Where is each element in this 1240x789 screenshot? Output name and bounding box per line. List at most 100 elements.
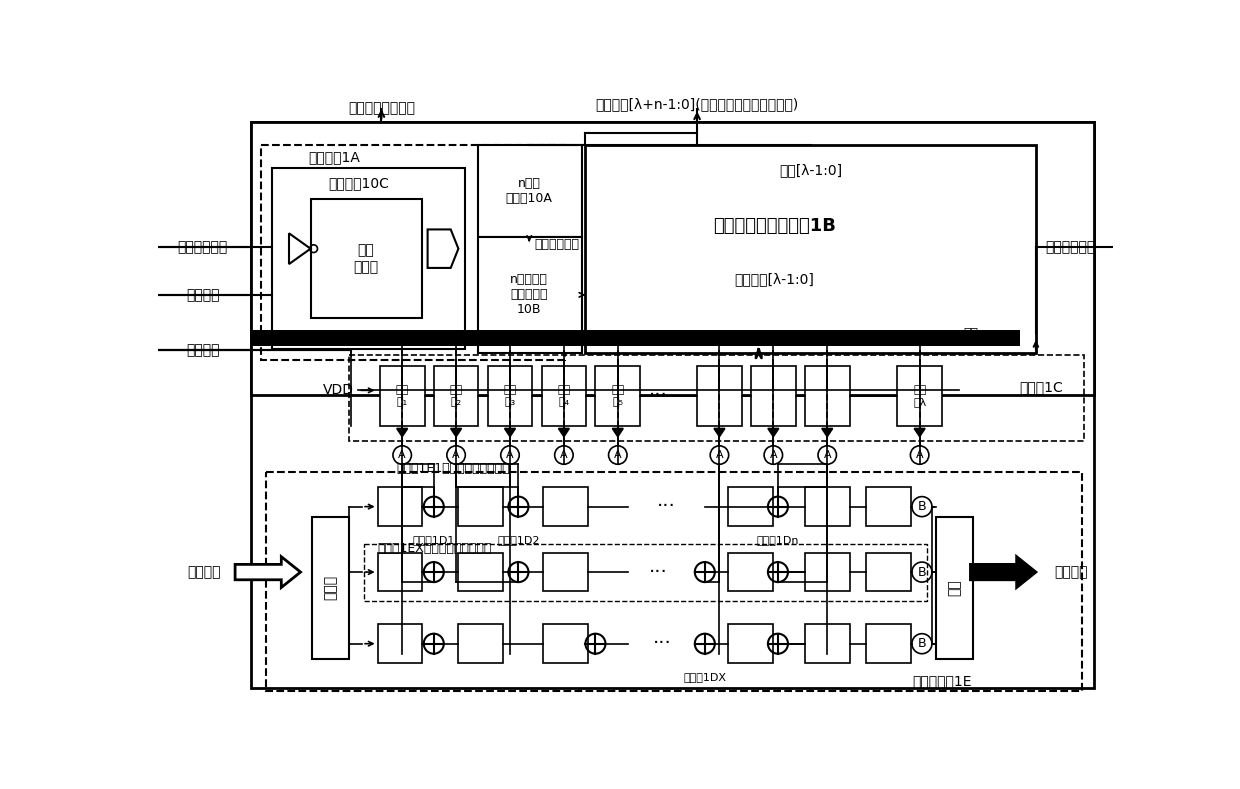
Bar — [434, 366, 479, 426]
Text: 扫描输入: 扫描输入 — [187, 565, 221, 579]
Bar — [377, 624, 422, 663]
Bar — [867, 553, 911, 591]
Text: 存储器写控制信号: 存储器写控制信号 — [348, 102, 415, 115]
Bar — [728, 488, 773, 526]
Text: 扫描控制信号: 扫描控制信号 — [177, 240, 228, 254]
Bar — [459, 624, 503, 663]
Bar — [272, 168, 465, 349]
Text: ···: ··· — [657, 497, 676, 516]
Text: 控制
触发器: 控制 触发器 — [353, 244, 378, 274]
Text: 功能时钟: 功能时钟 — [186, 288, 219, 302]
Bar — [728, 553, 773, 591]
Text: 控制向量[λ+n-1:0](来自非易失性只读存储器): 控制向量[λ+n-1:0](来自非易失性只读存储器) — [595, 97, 799, 111]
Bar — [377, 553, 422, 591]
Bar — [542, 366, 587, 426]
Text: 触发
器₃: 触发 器₃ — [503, 385, 517, 406]
Bar — [751, 366, 796, 426]
Bar — [312, 517, 350, 659]
Text: B: B — [918, 500, 926, 513]
Bar — [543, 553, 588, 591]
Bar — [867, 624, 911, 663]
Text: 触发
器λ: 触发 器λ — [913, 385, 926, 406]
Polygon shape — [397, 428, 408, 436]
Text: A: A — [560, 450, 568, 460]
Text: 异或门1Dn: 异或门1Dn — [756, 535, 800, 544]
Polygon shape — [613, 428, 624, 436]
Text: 种子[λ-1:0]: 种子[λ-1:0] — [780, 163, 843, 178]
Text: ···: ··· — [653, 634, 672, 653]
Text: A: A — [453, 450, 460, 460]
Text: 扫描时钟: 扫描时钟 — [186, 343, 219, 357]
Text: 混淡密鑰更新: 混淡密鑰更新 — [534, 238, 579, 252]
Text: 解压缩: 解压缩 — [324, 575, 337, 600]
Bar — [310, 199, 422, 318]
Bar — [365, 544, 926, 601]
Bar — [898, 366, 942, 426]
Text: 线性反馈移位寄存器1B: 线性反馈移位寄存器1B — [713, 216, 836, 234]
Text: 触发
器₁: 触发 器₁ — [396, 385, 409, 406]
Bar — [459, 488, 503, 526]
Polygon shape — [971, 557, 1035, 588]
Text: A: A — [715, 450, 723, 460]
Polygon shape — [450, 428, 461, 436]
Text: 压缩: 压缩 — [947, 579, 961, 596]
Text: VDD: VDD — [322, 383, 353, 398]
Bar — [250, 330, 1021, 346]
Text: 异或门1D1: 异或门1D1 — [413, 535, 455, 544]
Text: 触发
器₄: 触发 器₄ — [557, 385, 570, 406]
Text: n比特测试
向量计数器
10B: n比特测试 向量计数器 10B — [511, 273, 548, 316]
Polygon shape — [505, 428, 516, 436]
Text: B: B — [918, 566, 926, 578]
Text: A: A — [770, 450, 777, 460]
Text: 系统复位信号: 系统复位信号 — [1045, 240, 1096, 254]
Polygon shape — [822, 428, 832, 436]
Bar — [379, 366, 424, 426]
Bar — [805, 488, 849, 526]
Polygon shape — [768, 428, 779, 436]
Bar — [543, 624, 588, 663]
Text: A: A — [506, 450, 513, 460]
Bar — [377, 488, 422, 526]
Text: ···: ··· — [650, 563, 668, 581]
Text: 扫描链集合1E: 扫描链集合1E — [913, 675, 972, 689]
Bar — [459, 553, 503, 591]
Bar — [260, 144, 564, 361]
Bar — [936, 517, 972, 659]
Text: 扫描链1EX中经保护的混淡密鑰: 扫描链1EX中经保护的混淡密鑰 — [377, 543, 492, 555]
Text: A: A — [823, 450, 831, 460]
Text: 异或门1D2: 异或门1D2 — [497, 535, 539, 544]
Bar — [477, 237, 582, 353]
Text: 控制单元1A: 控制单元1A — [309, 150, 360, 164]
Bar — [265, 472, 1083, 691]
Polygon shape — [914, 428, 925, 436]
Text: 时钟控制10C: 时钟控制10C — [327, 176, 388, 190]
Bar — [250, 122, 1094, 687]
Polygon shape — [428, 230, 459, 268]
Text: 扫描链1E1中经保护的混淡密鑰: 扫描链1E1中经保护的混淡密鑰 — [397, 462, 511, 476]
Text: A: A — [398, 450, 405, 460]
Text: 触发
器₅: 触发 器₅ — [611, 385, 625, 406]
Text: 魔蔽链1C: 魔蔽链1C — [1019, 380, 1063, 394]
Text: B: B — [918, 638, 926, 650]
Bar — [585, 144, 1035, 353]
Bar — [477, 144, 582, 237]
Bar — [805, 553, 849, 591]
Bar — [697, 366, 742, 426]
Text: 触发
器₂: 触发 器₂ — [449, 385, 463, 406]
Bar — [350, 355, 1085, 441]
Bar — [805, 624, 849, 663]
Bar — [595, 366, 640, 426]
Text: 复位: 复位 — [963, 327, 978, 340]
Bar — [867, 488, 911, 526]
Polygon shape — [289, 234, 310, 264]
Polygon shape — [236, 557, 300, 588]
Bar — [250, 122, 1094, 395]
Polygon shape — [714, 428, 725, 436]
Text: n比特
寄存器10A: n比特 寄存器10A — [506, 177, 553, 205]
Text: 扫描输出: 扫描输出 — [1054, 565, 1087, 579]
Bar — [543, 488, 588, 526]
Text: ···: ··· — [650, 387, 668, 406]
Text: A: A — [614, 450, 621, 460]
Bar — [487, 366, 532, 426]
Bar — [805, 366, 849, 426]
